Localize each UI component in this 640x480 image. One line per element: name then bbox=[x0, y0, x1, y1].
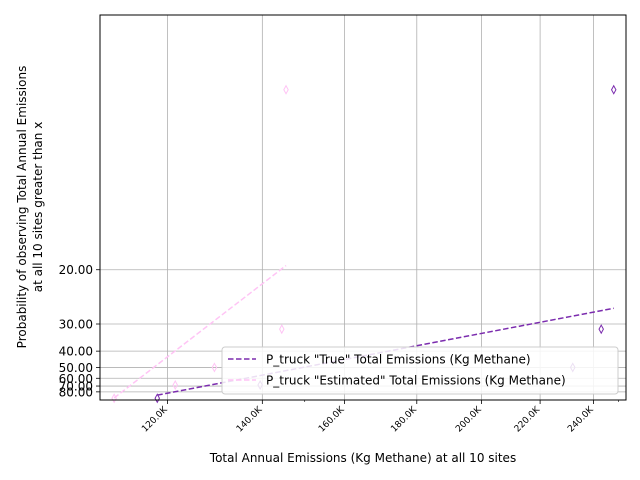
data-point-series-1 bbox=[111, 393, 117, 404]
plot-area-frame bbox=[99, 14, 627, 401]
y-tick-label: 70.00 bbox=[59, 380, 93, 394]
y-tick-label: 80.00 bbox=[59, 385, 93, 399]
y-axis-title-line-2: at all 10 sites greater than x bbox=[31, 122, 45, 293]
data-point-series-0 bbox=[154, 393, 161, 404]
y-tick-label: 60.00 bbox=[59, 372, 93, 386]
data-point-series-1 bbox=[211, 362, 218, 373]
y-tick-label: 50.00 bbox=[59, 361, 93, 375]
data-point-series-1 bbox=[172, 379, 179, 391]
legend-box bbox=[221, 346, 619, 395]
y-tick-label: 40.00 bbox=[59, 345, 93, 359]
data-point-series-1 bbox=[283, 84, 289, 95]
fit-line-series-1 bbox=[113, 264, 287, 399]
x-axis-title: Total Annual Emissions (Kg Methane) at a… bbox=[209, 451, 516, 465]
data-point-series-0 bbox=[598, 324, 604, 335]
y-tick-label: 30.00 bbox=[59, 318, 93, 332]
data-point-series-1 bbox=[279, 324, 285, 335]
data-point-series-0 bbox=[610, 84, 617, 95]
legend-label-true: P_truck "True" Total Emissions (Kg Metha… bbox=[266, 353, 531, 367]
legend-label-estimated: P_truck "Estimated" Total Emissions (Kg … bbox=[266, 374, 566, 388]
y-tick-label: 20.00 bbox=[59, 263, 93, 277]
y-axis-title-group: Probability of observing Total Annual Em… bbox=[15, 66, 45, 349]
y-axis-title-line-1: Probability of observing Total Annual Em… bbox=[15, 66, 29, 349]
legend: P_truck "True" Total Emissions (Kg Metha… bbox=[221, 346, 619, 395]
